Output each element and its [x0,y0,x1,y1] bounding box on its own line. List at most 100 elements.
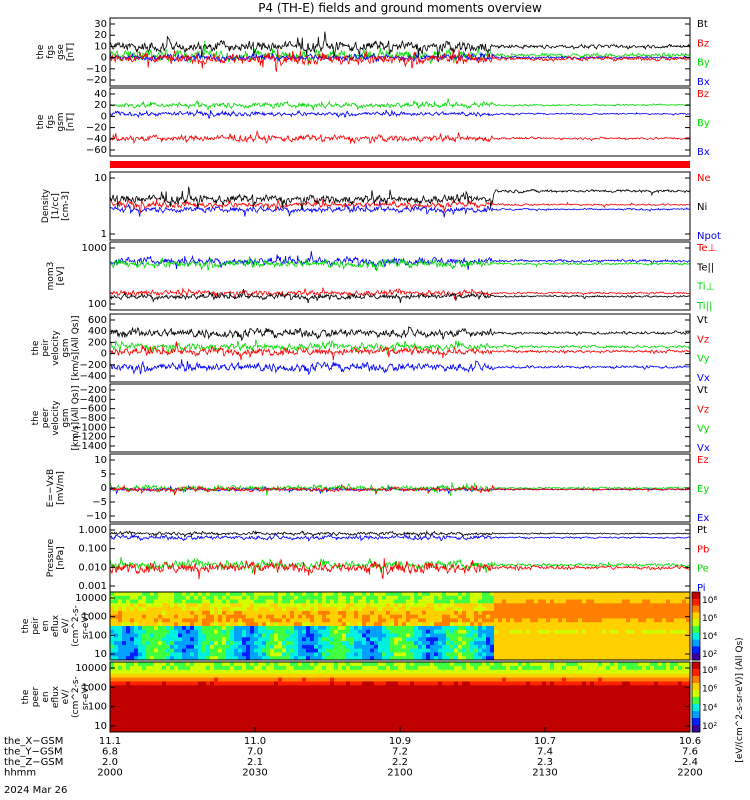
y-axis-label: [cm-3] [61,191,71,221]
y-axis-label: fgs [46,115,56,129]
heatmap-peir [110,592,691,661]
y-axis-label: eflux [51,685,61,708]
y-tick-label: 0 [101,483,107,494]
y-tick-label: 10 [94,173,107,184]
y-axis-label: gsm [61,338,71,357]
legend-Te⊥: Te⊥ [696,243,716,254]
y-tick-label: −400 [80,371,107,382]
y-tick-label: 200 [88,337,107,348]
series-vz [109,341,691,361]
series-vt [109,326,691,341]
y-axis-label: the [31,410,41,425]
series-ez [109,483,691,495]
y-axis-label: peer [41,407,51,428]
legend-By: By [697,58,710,69]
x-tick-label: 2.2 [392,757,408,768]
y-axis-label: (cm^2-s- [71,605,81,647]
y-axis-label: the [36,114,46,129]
y-tick-label: 10 [94,721,107,732]
x-tick-label: 7.0 [247,747,263,758]
y-tick-label: 0.010 [78,562,107,573]
colorbar-tick: 10⁶ [702,685,717,695]
legend-Vx: Vx [697,373,710,384]
y-tick-label: 0 [101,349,107,360]
legend-Ez: Ez [697,455,709,466]
y-tick-label: 1000 [82,243,107,254]
legend-Ti||: Ti|| [696,301,712,312]
x-tick-label: 6.8 [102,747,118,758]
x-tick-label: 2.1 [247,757,263,768]
panel-efield: 10 5 0 −5 −10 E=−VxB [mV/m] Ez Ey Ex [46,453,709,524]
series-bz [109,129,691,145]
series-ni [109,186,690,210]
x-tick-label: 10.9 [389,736,411,747]
x-tick-label: 11.0 [244,736,266,747]
y-axis-label: [nPa] [56,546,66,569]
y-axis-label: fgs [46,45,56,59]
y-axis-label: [eV] [56,267,66,286]
colorbar-peir: 10⁸ 10⁶ 10⁴ 10² [691,591,717,661]
y-tick-label: −10 [86,511,107,522]
y-tick-label: −10 [86,64,107,75]
series-vx [109,359,691,375]
y-tick-label: −20 [86,75,107,86]
series-pt [109,530,691,538]
y-tick-label: −40 [86,134,107,145]
legend-Ex: Ex [697,513,709,524]
plot-title: P4 (TH-E) fields and ground moments over… [258,1,542,15]
y-axis-label: Pressure [46,538,56,577]
y-axis-label: mom3 [46,262,56,291]
colorbar-tick: 10⁴ [702,703,717,713]
x-tick-label: 7.6 [682,747,698,758]
y-tick-label: 10 [94,41,107,52]
legend-Npot: Npot [697,231,721,242]
y-tick-label: 100 [88,299,107,310]
y-axis-label: sr-eV) [81,613,91,639]
y-axis-label: [1/cc] [51,193,61,219]
panel-frame [109,87,691,157]
series-pb [109,558,691,580]
y-axis-label: gse [56,44,66,60]
panel-density: 10 1 Density [1/cc] [cm-3] Ne Ni Npot [41,171,721,242]
y-tick-label: 0.001 [78,581,107,592]
y-tick-label: 0 [101,111,107,122]
legend-Bz: Bz [697,38,709,49]
series-bt [109,31,690,59]
x-tick-label: 2100 [387,768,412,779]
legend-Vt: Vt [697,315,708,326]
colorbar-tick: 10² [702,650,717,660]
y-tick-label: 30 [94,19,107,30]
y-axis-label: Density [41,188,51,223]
y-tick-label: 40 [94,89,107,100]
x-tick-label: 2000 [97,768,122,779]
y-tick-label: 1000 [82,612,107,623]
legend-Vx: Vx [697,443,710,454]
panel-frame [109,591,691,661]
legend-Vy: Vy [697,354,710,365]
y-tick-label: −800 [80,413,107,424]
legend-By: By [697,118,710,129]
y-tick-label: 5 [101,469,107,480]
legend-Pt: Pt [697,525,707,536]
y-axis-label: the [21,618,31,633]
y-tick-label: 10000 [75,593,107,604]
y-axis-label: eV/ [61,689,71,705]
y-tick-label: 20 [94,100,107,111]
y-axis-label: [nT] [66,113,76,131]
y-axis-label: the [31,340,41,355]
y-axis-label: E=−VxB [46,469,56,507]
y-axis-label: velocity [51,400,61,436]
panel-frame [109,171,691,241]
y-tick-label: −1400 [73,441,107,452]
heatmap-peer [110,662,691,733]
x-tick-label: 2.3 [537,757,553,768]
panel-pressure: 1.000 0.100 0.010 0.001 Pressure [nPa] Pt Pb Pe P… [46,523,709,594]
y-axis-label: [mV/m] [56,471,66,505]
legend-Bx: Bx [697,77,710,88]
y-axis-label: [km/s](All Qs)] [71,315,81,380]
y-axis-label: eflux [51,614,61,637]
y-axis-label: eV/ [61,618,71,634]
